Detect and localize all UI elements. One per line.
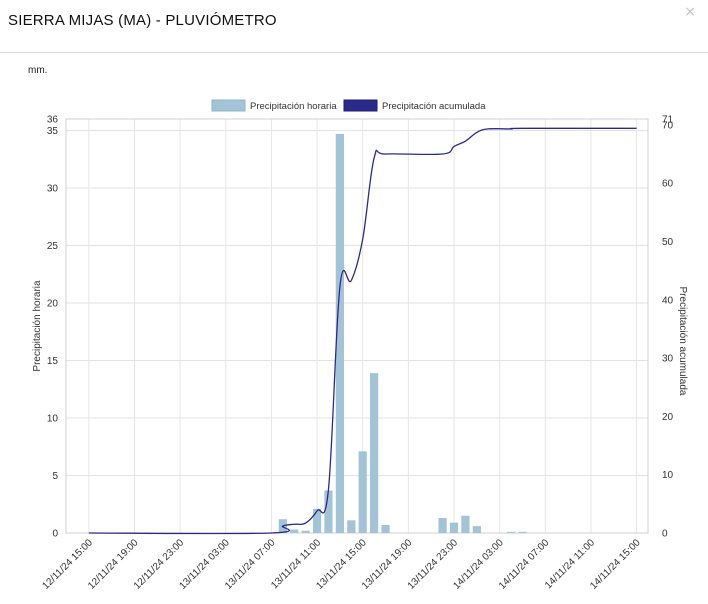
bar-hourly (324, 490, 333, 533)
y-right-tick-label: 70 (662, 120, 674, 131)
y-right-tick-label: 20 (662, 412, 674, 423)
hourly-bars (278, 133, 527, 533)
bar-hourly (506, 531, 516, 533)
bar-hourly (301, 530, 310, 533)
plot-frame (65, 118, 649, 534)
y-right-tick-label: 30 (662, 354, 674, 365)
y-left-tick-label: 25 (47, 241, 59, 252)
bar-hourly (370, 373, 379, 533)
bar-hourly (290, 529, 299, 533)
close-icon[interactable]: × (680, 2, 700, 22)
y-right-axis-title: Precipitación acumulada (677, 287, 688, 396)
legend-swatch-hourly (211, 99, 246, 112)
bar-hourly (312, 508, 322, 533)
bar-hourly (347, 520, 356, 533)
chart-legend: Precipitación horaria Precipitación acumu… (211, 99, 486, 112)
bar-hourly (335, 133, 344, 533)
y-left-tick-label: 5 (52, 471, 58, 482)
y-right-tick-label: 50 (662, 237, 674, 248)
y-left-tick-label: 15 (47, 356, 59, 367)
y-right-tick-label: 40 (662, 295, 674, 306)
modal-title: SIERRA MIJAS (MA) - PLUVIÓMETRO (8, 12, 277, 29)
legend-label-hourly: Precipitación horaria (250, 101, 337, 112)
y-left-tick-label: 10 (47, 414, 59, 425)
cumulative-line (88, 127, 637, 535)
unit-label: mm. (28, 65, 48, 76)
line-cumulative (88, 127, 637, 535)
y-right-tick-label: 10 (662, 470, 674, 481)
y-left-tick-label: 35 (47, 126, 59, 137)
legend-swatch-cumulative (343, 99, 378, 112)
y-right-tick-label: 0 (662, 529, 668, 540)
legend-label-cumulative: Precipitación acumulada (382, 101, 486, 112)
y-left-tick-label: 20 (47, 299, 59, 310)
bar-hourly (358, 451, 367, 533)
y-right-tick-label: 71 (662, 115, 674, 126)
chart-grid (65, 118, 649, 534)
bar-hourly (449, 522, 459, 533)
bar-hourly (518, 531, 527, 533)
y-right-tick-label: 60 (662, 179, 674, 190)
modal-header: SIERRA MIJAS (MA) - PLUVIÓMETRO × (0, 0, 708, 53)
y-left-tick-label: 30 (47, 184, 59, 195)
bar-hourly (381, 524, 390, 533)
y-left-axis-title: Precipitación horaria (32, 280, 43, 372)
bar-hourly (461, 515, 470, 533)
y-left-tick-label: 36 (47, 115, 59, 126)
bar-hourly (472, 526, 481, 533)
y-left-tick-label: 0 (52, 529, 58, 540)
bar-hourly (438, 518, 447, 533)
